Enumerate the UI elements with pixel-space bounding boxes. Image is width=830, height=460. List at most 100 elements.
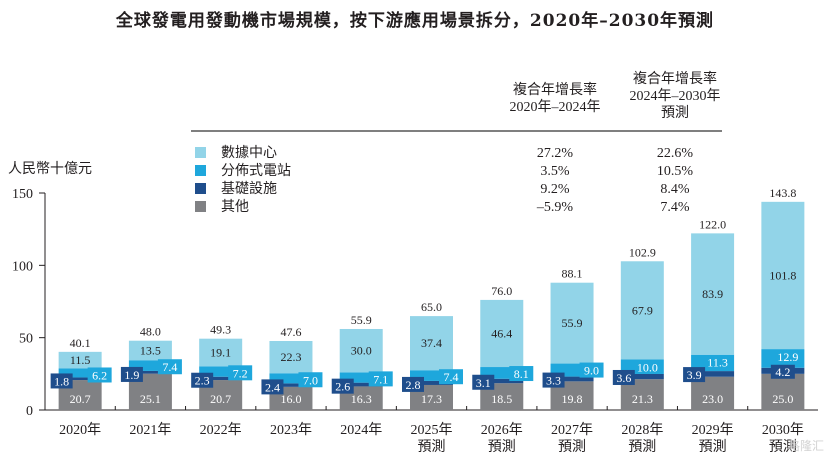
data-label-infrastructure: 4.2: [775, 365, 790, 379]
y-tick-label: 150: [12, 187, 33, 202]
data-label-other: 25.0: [772, 392, 793, 406]
bar-segment-1: [269, 383, 313, 387]
data-label-other: 18.5: [491, 392, 512, 406]
bar-segment-1: [128, 370, 172, 374]
data-label-data-center: 67.9: [632, 303, 653, 317]
data-label-distributed: 12.9: [777, 350, 798, 364]
bar-segment-1: [691, 371, 735, 377]
y-tick-label: 100: [12, 259, 33, 274]
x-tick-label: 2020年: [59, 422, 101, 438]
bar-segment-2: [339, 372, 383, 383]
bar-segment-2: [410, 370, 453, 381]
legend-label: 數據中心: [221, 145, 277, 161]
data-label-distributed: 8.1: [514, 367, 529, 381]
cagr-value-2024-2030: 10.5%: [657, 164, 694, 179]
x-tick-label: 2028年: [621, 422, 663, 438]
data-label-infrastructure: 1.9: [124, 368, 139, 382]
data-label-infrastructure: 3.9: [687, 368, 702, 382]
bar-segment-1: [199, 376, 243, 381]
x-tick-label: 預測: [418, 439, 446, 455]
bar-segment-3: [480, 299, 524, 368]
y-axis-label: 人民幣十億元: [8, 161, 92, 177]
data-label-infrastructure: 3.1: [476, 376, 491, 390]
bar-segment-1: [480, 378, 524, 384]
bar-segment-2: [269, 373, 313, 384]
data-label-distributed: 6.2: [92, 368, 107, 382]
bar-segment-3: [691, 233, 735, 355]
bar-segment-3: [58, 351, 102, 369]
data-label-total: 55.9: [351, 313, 372, 327]
cagr-value-2020-2024: 27.2%: [537, 146, 574, 161]
data-label-box-distributed: [157, 359, 182, 375]
data-label-box-infrastructure: [120, 366, 143, 382]
data-label-infrastructure: 2.6: [335, 380, 350, 394]
bar-segment-3: [550, 282, 594, 364]
bar-segment-1: [410, 380, 453, 385]
data-label-infrastructure: 2.4: [265, 380, 280, 394]
cagr-value-2020-2024: 9.2%: [540, 182, 570, 197]
legend-swatch: [195, 183, 206, 194]
bar-segment-2: [691, 354, 735, 372]
data-label-infrastructure: 2.8: [406, 378, 421, 392]
cagr-value-2020-2024: –5.9%: [536, 200, 574, 215]
data-label-total: 143.8: [769, 186, 796, 200]
data-label-box-distributed: [579, 362, 604, 378]
data-label-other: 19.8: [562, 392, 583, 406]
data-label-data-center: 30.0: [351, 344, 372, 358]
data-label-distributed: 11.3: [707, 356, 728, 370]
y-tick-label: 0: [26, 404, 33, 419]
bar-segment-3: [761, 201, 805, 350]
x-tick-label: 2023年: [270, 422, 312, 438]
data-label-distributed: 7.4: [162, 360, 177, 374]
bar-segment-3: [269, 340, 313, 374]
data-label-box-infrastructure: [331, 378, 354, 394]
data-label-total: 48.0: [140, 325, 161, 339]
data-label-infrastructure: 3.6: [616, 371, 631, 385]
data-label-other: 25.1: [140, 392, 161, 406]
x-tick-label: 預測: [628, 439, 656, 455]
y-tick-label: 50: [19, 332, 33, 347]
data-label-distributed: 7.0: [303, 373, 318, 387]
x-tick-label: 預測: [699, 439, 727, 455]
data-label-distributed: 10.0: [637, 361, 658, 375]
data-label-box-infrastructure: [261, 379, 284, 395]
cagr-header-2: 預測: [661, 105, 689, 121]
data-label-distributed: 7.4: [444, 370, 459, 384]
bar-segment-1: [58, 377, 102, 381]
data-label-box-distributed: [87, 367, 112, 383]
bar-segment-2: [128, 360, 172, 371]
data-label-box-infrastructure: [683, 367, 706, 383]
legend-swatch: [195, 147, 206, 158]
bar-segment-1: [620, 373, 664, 380]
data-label-other: 16.3: [351, 392, 372, 406]
x-tick-label: 2021年: [129, 422, 171, 438]
legend-swatch: [195, 165, 206, 176]
data-label-total: 76.0: [491, 284, 512, 298]
bar-segment-3: [199, 338, 243, 367]
cagr-header-2: 2024年–2030年: [630, 88, 721, 104]
chart-title: 全球發電用發動機市場規模，按下游應用場景拆分，2020年–2030年預測: [115, 11, 715, 31]
data-label-box-infrastructure: [770, 364, 795, 379]
legend-label: 其他: [221, 199, 249, 215]
cagr-header-2: 複合年增長率: [633, 70, 717, 87]
cagr-value-2020-2024: 3.5%: [540, 164, 570, 179]
x-tick-label: 預測: [558, 439, 586, 455]
data-label-total: 122.0: [699, 217, 726, 231]
x-tick-label: 預測: [769, 439, 797, 455]
x-tick-label: 2022年: [200, 422, 242, 438]
cagr-value-2024-2030: 7.4%: [660, 200, 690, 215]
cagr-value-2024-2030: 8.4%: [660, 182, 690, 197]
watermark: 格隆汇: [787, 439, 824, 453]
cagr-header-1: 複合年增長率: [513, 81, 597, 98]
data-label-other: 23.0: [702, 392, 723, 406]
bar-segment-3: [620, 261, 664, 360]
data-label-box-distributed: [368, 371, 393, 387]
cagr-value-2024-2030: 22.6%: [657, 146, 694, 161]
bar-segment-0: [691, 376, 735, 410]
bar-segment-3: [339, 328, 383, 373]
data-label-infrastructure: 3.3: [546, 374, 561, 388]
legend-label: 分佈式電站: [221, 162, 291, 179]
cagr-header-1: 2020年–2024年: [510, 99, 601, 115]
x-tick-label: 2026年: [481, 422, 523, 438]
